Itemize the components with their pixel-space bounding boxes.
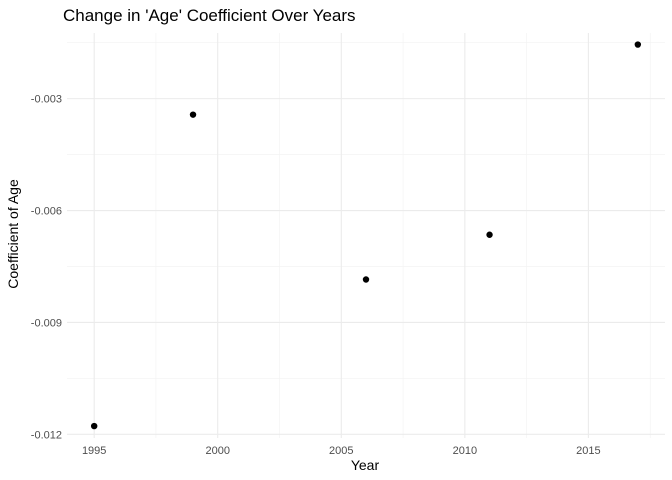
x-tick-label: 2005 (329, 445, 353, 457)
data-point (362, 276, 370, 283)
x-axis-title: Year (351, 457, 380, 473)
y-tick-label: -0.012 (31, 429, 62, 441)
chart-title: Change in 'Age' Coefficient Over Years (63, 6, 356, 25)
minor-gridlines (67, 33, 665, 438)
y-tick-label: -0.009 (31, 317, 62, 329)
data-point (90, 422, 98, 430)
data-point (486, 231, 493, 238)
x-tick-label: 1995 (82, 445, 106, 457)
x-tick-label: 2000 (205, 445, 229, 457)
y-tick-labels: -0.012 -0.009 -0.006 -0.003 (31, 94, 62, 442)
major-gridlines (67, 33, 665, 438)
y-tick-label: -0.006 (31, 206, 62, 218)
data-point (189, 111, 197, 118)
y-tick-label: -0.003 (31, 94, 62, 106)
x-tick-label: 2015 (576, 445, 600, 457)
y-axis-title: Coefficient of Age (5, 179, 21, 289)
x-tick-labels: 1995 2000 2005 2010 2015 (82, 445, 601, 457)
x-tick-label: 2010 (453, 445, 477, 457)
data-point (634, 41, 642, 48)
data-points (90, 41, 642, 430)
